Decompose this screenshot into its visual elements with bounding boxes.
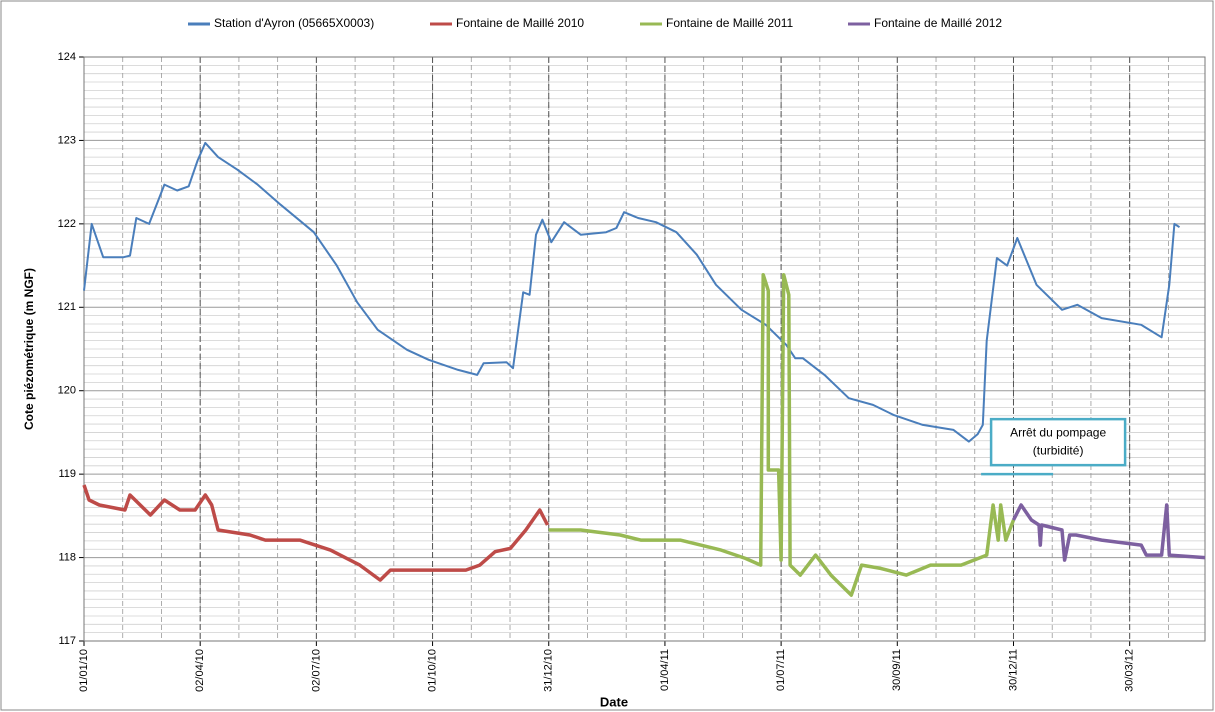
x-tick-label: 30/09/11 <box>891 649 903 691</box>
series-line <box>82 484 550 582</box>
plot-border <box>83 56 1206 642</box>
x-tick-label: 02/04/10 <box>194 649 206 692</box>
x-tick-label: 02/07/10 <box>310 649 322 692</box>
legend-label: Fontaine de Maillé 2012 <box>874 16 1002 30</box>
y-tick-label: 118 <box>58 551 76 563</box>
y-tick-label: 120 <box>58 385 76 397</box>
legend-label: Station d'Ayron (05665X0003) <box>214 16 374 30</box>
series-line <box>1011 503 1206 562</box>
annotation-text: (turbidité) <box>1033 443 1084 457</box>
legend-item: Fontaine de Maillé 2010 <box>430 16 584 30</box>
x-tick-label: 01/04/11 <box>659 649 671 691</box>
annotation-box <box>989 417 1127 467</box>
x-axis-label: Date <box>600 694 628 709</box>
y-tick-label: 122 <box>58 218 76 230</box>
series-line <box>548 272 1016 597</box>
x-tick-label: 30/03/12 <box>1124 649 1136 692</box>
legend-label: Fontaine de Maillé 2010 <box>456 16 584 30</box>
legend-label: Fontaine de Maillé 2011 <box>666 16 794 30</box>
series-line <box>83 141 1181 443</box>
y-tick-label: 123 <box>58 134 76 146</box>
annotation-text: Arrêt du pompage <box>1010 425 1106 439</box>
legend-item: Fontaine de Maillé 2011 <box>640 16 794 30</box>
y-axis-label: Cote piézométrique (m NGF) <box>22 268 36 430</box>
y-tick-label: 119 <box>58 468 76 480</box>
x-tick-label: 01/07/11 <box>775 649 787 691</box>
legend-item: Fontaine de Maillé 2012 <box>848 16 1002 30</box>
y-tick-label: 117 <box>58 635 76 647</box>
x-tick-label: 30/12/11 <box>1007 649 1019 691</box>
legend-item: Station d'Ayron (05665X0003) <box>188 16 374 30</box>
x-tick-label: 31/12/10 <box>543 649 555 692</box>
y-tick-label: 124 <box>58 51 76 63</box>
x-tick-label: 01/01/10 <box>78 649 90 692</box>
x-tick-label: 01/10/10 <box>426 649 438 692</box>
y-tick-label: 121 <box>58 301 76 313</box>
